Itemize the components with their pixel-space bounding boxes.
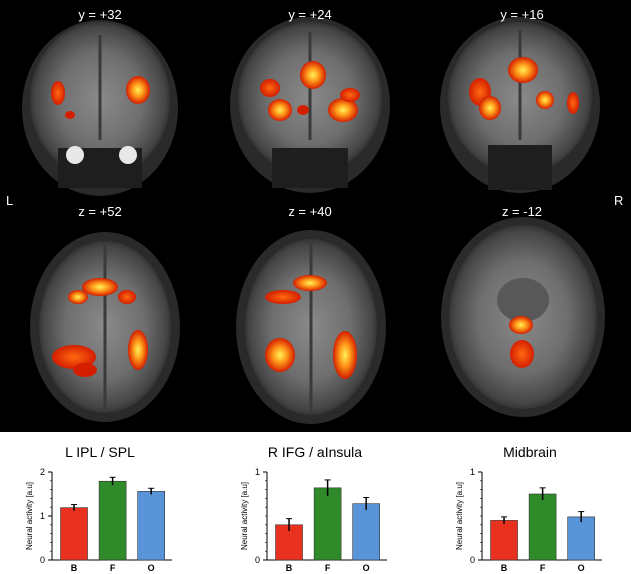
bar-chart-svg: 0 1 Neural activity [a.u] B F O bbox=[455, 467, 602, 573]
y-tick-label: 0 bbox=[470, 555, 475, 565]
chart-title: R IFG / aInsula bbox=[267, 444, 363, 460]
chart-r-ifg-ainsula: R IFG / aInsula 0 1 Neural activity [a.u] B… bbox=[215, 432, 415, 574]
activation-blob bbox=[126, 76, 150, 104]
activation-blob bbox=[265, 290, 301, 304]
y-axis-label: Neural activity [a.u] bbox=[455, 482, 464, 550]
activation-blob bbox=[65, 111, 75, 119]
x-tick-label: F bbox=[110, 563, 116, 573]
chart-title: L IPL / SPL bbox=[65, 444, 135, 460]
bar-O bbox=[352, 503, 380, 561]
y-tick-label: 0 bbox=[40, 555, 45, 565]
activation-blob bbox=[68, 290, 88, 304]
y-tick-label: 1 bbox=[470, 467, 475, 477]
bar-O bbox=[567, 516, 595, 561]
activation-blob bbox=[508, 57, 538, 83]
y-tick-label: 0 bbox=[255, 555, 260, 565]
activation-blob bbox=[118, 290, 136, 304]
activation-blob bbox=[509, 316, 533, 334]
slice-label-coronal-1: y = +32 bbox=[78, 7, 122, 22]
left-hemisphere-marker: L bbox=[6, 193, 14, 208]
right-hemisphere-marker: R bbox=[614, 193, 624, 208]
bar-chart-svg: 0 1 Neural activity [a.u] B F O bbox=[240, 467, 387, 573]
x-tick-label: F bbox=[325, 563, 331, 573]
activation-blob bbox=[510, 340, 534, 368]
coronal-slice-y32 bbox=[22, 20, 178, 196]
bar-charts-panel: L IPL / SPL 0 1 2 Neural activity [a.u] B F O … bbox=[0, 432, 631, 574]
bone-highlight bbox=[66, 146, 84, 164]
activation-blob bbox=[536, 91, 554, 109]
bone-highlight bbox=[119, 146, 137, 164]
chart-title: Midbrain bbox=[503, 444, 557, 460]
coronal-slice-y24 bbox=[230, 17, 390, 193]
activation-blob bbox=[128, 330, 148, 370]
axial-slice-z52 bbox=[30, 232, 180, 422]
chart-l-ipl-spl: L IPL / SPL 0 1 2 Neural activity [a.u] B F O bbox=[0, 432, 200, 574]
activation-blob bbox=[73, 363, 97, 377]
coronal-slice-y16 bbox=[440, 17, 600, 193]
activation-blob bbox=[300, 61, 326, 89]
slice-label-coronal-2: y = +24 bbox=[288, 7, 332, 22]
x-tick-label: F bbox=[540, 563, 546, 573]
activation-blob bbox=[567, 92, 579, 114]
bar-O bbox=[137, 491, 165, 561]
slice-label-coronal-3: y = +16 bbox=[500, 7, 544, 22]
bar-F bbox=[528, 493, 557, 561]
activation-blob bbox=[51, 81, 65, 105]
x-tick-label: B bbox=[501, 563, 508, 573]
y-tick-label: 1 bbox=[255, 467, 260, 477]
bar-B bbox=[60, 507, 88, 561]
activation-blob bbox=[340, 88, 360, 102]
chart-midbrain: Midbrain 0 1 Neural activity [a.u] B F O bbox=[430, 432, 630, 574]
x-tick-label: B bbox=[71, 563, 78, 573]
brain-slices-figure bbox=[22, 17, 605, 424]
slice-label-axial-2: z = +40 bbox=[288, 204, 332, 219]
bar-F bbox=[313, 487, 342, 561]
slice-label-axial-1: z = +52 bbox=[78, 204, 122, 219]
bar-chart-svg: 0 1 2 Neural activity [a.u] B F O bbox=[25, 467, 172, 573]
activation-blob bbox=[328, 98, 358, 122]
bar-F bbox=[98, 480, 127, 561]
x-tick-label: O bbox=[578, 563, 585, 573]
y-tick-label: 2 bbox=[40, 467, 45, 477]
y-axis-label: Neural activity [a.u] bbox=[240, 482, 249, 550]
axial-slice-zm12 bbox=[441, 217, 605, 417]
activation-blob bbox=[82, 278, 118, 296]
slice-label-axial-3: z = -12 bbox=[501, 204, 543, 219]
x-tick-label: O bbox=[363, 563, 370, 573]
activation-blob bbox=[293, 275, 327, 291]
activation-blob bbox=[265, 338, 295, 372]
activation-blob bbox=[260, 79, 280, 97]
activation-blob bbox=[268, 99, 292, 121]
bar-B bbox=[490, 520, 518, 561]
y-axis-label: Neural activity [a.u] bbox=[25, 482, 34, 550]
activation-blob bbox=[297, 105, 309, 115]
activation-blob bbox=[479, 96, 501, 120]
x-tick-label: O bbox=[148, 563, 155, 573]
axial-slice-z40 bbox=[236, 230, 386, 424]
brain-image-panel: y = +32 y = +24 y = +16 z = +52 z = +40 … bbox=[0, 0, 631, 432]
y-tick-label: 1 bbox=[40, 511, 45, 521]
x-tick-label: B bbox=[286, 563, 293, 573]
activation-blob bbox=[333, 331, 357, 379]
